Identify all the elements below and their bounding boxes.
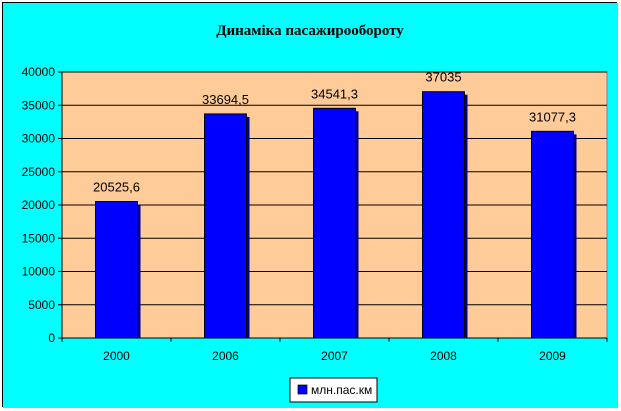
chart-title: Динаміка пасажирообороту [216, 23, 404, 39]
data-label: 33694,5 [202, 92, 249, 107]
x-tick-label: 2000 [103, 349, 130, 363]
data-label: 20525,6 [93, 180, 140, 195]
y-tick-label: 0 [48, 331, 55, 345]
y-tick-label: 25000 [22, 165, 56, 179]
chart-frame: Динаміка пасажирообороту 0 5000 10000 15000… [2, 2, 618, 408]
legend: млн.пас.км [289, 377, 378, 403]
bar [204, 113, 247, 339]
data-label: 34541,3 [311, 86, 358, 101]
y-tick-label: 5000 [28, 298, 55, 312]
data-label: 37035 [425, 70, 461, 85]
y-tick-label: 35000 [22, 98, 56, 112]
x-tick-label: 2009 [539, 349, 566, 363]
x-tick-label: 2008 [430, 349, 457, 363]
y-tick-label: 40000 [22, 65, 56, 79]
bar [422, 91, 465, 339]
bar [313, 107, 356, 339]
y-tick-label: 10000 [22, 265, 56, 279]
y-tick-label: 15000 [22, 231, 56, 245]
data-label: 31077,3 [529, 109, 576, 124]
legend-swatch [297, 384, 308, 395]
bar-chart: Динаміка пасажирообороту 0 5000 10000 15000… [3, 3, 618, 408]
bar [531, 130, 574, 339]
legend-label: млн.пас.км [311, 383, 372, 397]
plot-area: 0 5000 10000 15000 20000 25000 30000 35000 40000… [22, 65, 608, 363]
y-tick-label: 20000 [22, 198, 56, 212]
bar [95, 201, 138, 339]
x-tick-label: 2007 [321, 349, 348, 363]
x-tick-label: 2006 [212, 349, 239, 363]
y-tick-label: 30000 [22, 132, 56, 146]
